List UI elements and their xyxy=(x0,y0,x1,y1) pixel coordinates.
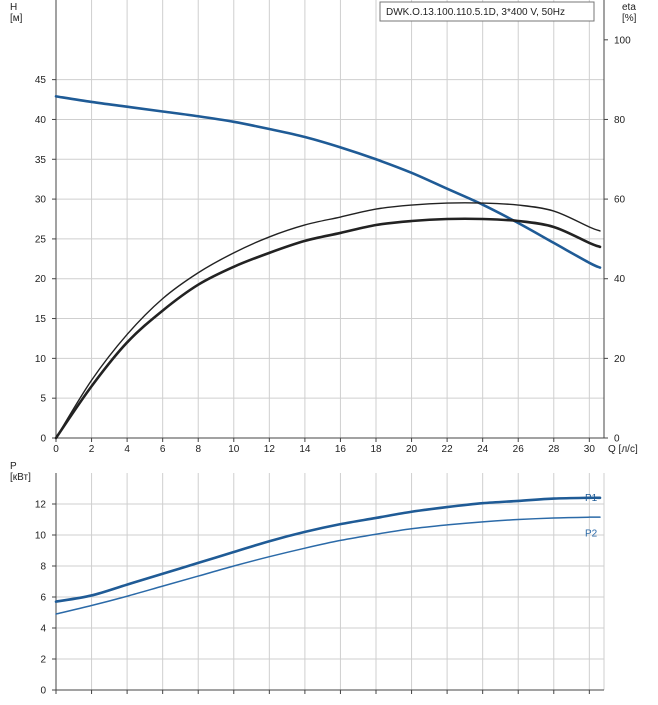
p-axis-label: P [кВт] xyxy=(10,461,31,483)
x-tick-label: 30 xyxy=(584,444,596,455)
y2-axis-label: eta [%] xyxy=(622,2,637,24)
series-line-eta xyxy=(55,202,601,439)
x-tick-label: 0 xyxy=(53,444,59,455)
y-tick-label: 0 xyxy=(40,434,46,445)
x-tick-label: 12 xyxy=(264,444,276,455)
series-line-P1 xyxy=(54,496,602,603)
y-tick-label: 45 xyxy=(35,75,47,86)
p-tick-label: 0 xyxy=(40,686,46,697)
p-tick-label: 6 xyxy=(40,593,46,604)
p-tick-label: 4 xyxy=(40,624,46,635)
y2-tick-label: 0 xyxy=(614,434,620,445)
x-tick-label: 2 xyxy=(89,444,95,455)
axes xyxy=(52,0,608,694)
series-line-H xyxy=(54,95,602,269)
x-tick-label: 26 xyxy=(513,444,525,455)
x-axis-label: Q [л/с] xyxy=(608,444,638,455)
chart-title: DWK.O.13.100.110.5.1D, 3*400 V, 50Hz xyxy=(386,7,565,18)
y-tick-label: 10 xyxy=(35,354,47,365)
p-tick-label: 2 xyxy=(40,655,46,666)
x-tick-label: 14 xyxy=(299,444,311,455)
x-tick-label: 22 xyxy=(442,444,454,455)
x-tick-label: 8 xyxy=(195,444,201,455)
y2-tick-label: 40 xyxy=(614,274,626,285)
y2-tick-label: 80 xyxy=(614,115,626,126)
y-tick-label: 20 xyxy=(35,274,47,285)
x-tick-label: 28 xyxy=(548,444,560,455)
x-tick-label: 24 xyxy=(477,444,489,455)
x-tick-label: 18 xyxy=(370,444,382,455)
y-tick-label: 40 xyxy=(35,115,47,126)
y2-tick-label: 20 xyxy=(614,354,626,365)
x-tick-label: 16 xyxy=(335,444,347,455)
x-tick-label: 20 xyxy=(406,444,418,455)
y-axis-label: H [м] xyxy=(10,2,23,24)
y2-tick-label: 60 xyxy=(614,195,626,206)
y-tick-label: 30 xyxy=(35,195,47,206)
x-tick-label: 6 xyxy=(160,444,166,455)
title-box: DWK.O.13.100.110.5.1D, 3*400 V, 50Hz xyxy=(379,1,595,22)
labels-group: 0 2 4 6 8 10 12 14 16 18 20 22 24 26 28 30 Q [л/с]051015… xyxy=(10,2,638,697)
x-tick-label: 4 xyxy=(124,444,130,455)
series-line-eta2 xyxy=(54,217,602,440)
y-tick-label: 5 xyxy=(40,394,46,405)
y2-tick-label: 100 xyxy=(614,35,631,46)
y-tick-label: 15 xyxy=(35,314,47,325)
series-line-P2 xyxy=(55,516,601,615)
p-tick-label: 10 xyxy=(35,531,47,542)
p-tick-label: 12 xyxy=(35,500,47,511)
p-tick-label: 8 xyxy=(40,562,46,573)
y-tick-label: 25 xyxy=(35,234,47,245)
series-group xyxy=(54,95,602,615)
x-tick-label: 10 xyxy=(228,444,240,455)
series-label-P2: P2 xyxy=(585,528,598,539)
series-label-P1: P1 xyxy=(585,493,598,504)
y-tick-label: 35 xyxy=(35,155,47,166)
